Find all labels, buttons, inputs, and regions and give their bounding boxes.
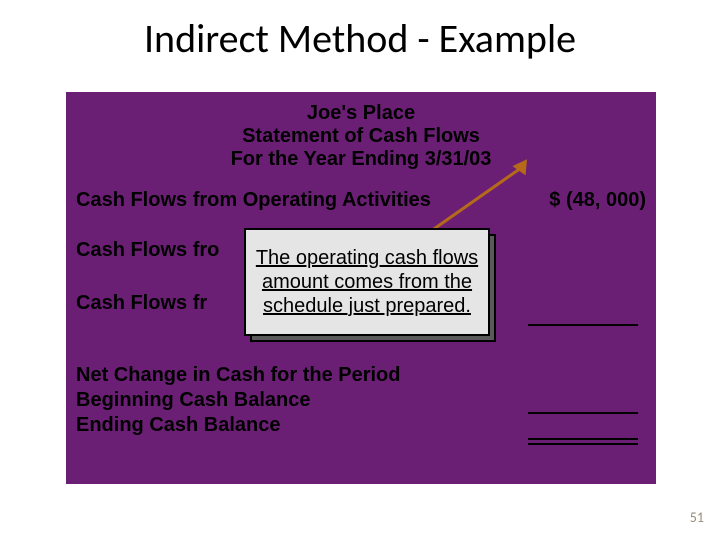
row-net-change: Net Change in Cash for the Period [76,364,400,387]
amount-blank-financing [528,324,638,326]
row-operating-value: $ (48, 000) [549,189,646,212]
amount-blank-ending-double [528,438,638,440]
row-investing-label: Cash Flows fro [76,239,219,262]
row-ending-balance: Ending Cash Balance [76,414,281,437]
statement-header-period: For the Year Ending 3/31/03 [66,148,656,171]
row-operating-label: Cash Flows from Operating Activities [76,189,431,212]
callout-box: The operating cash flows amount comes fr… [244,228,490,336]
row-beginning-balance: Beginning Cash Balance [76,389,311,412]
statement-header-company: Joe's Place [66,102,656,125]
slide-title: Indirect Method - Example [0,14,720,63]
page-number: 51 [690,509,704,526]
callout-text: The operating cash flows amount comes fr… [246,246,488,318]
row-financing-label: Cash Flows fr [76,292,207,315]
statement-header-title: Statement of Cash Flows [66,125,656,148]
slide-container: Indirect Method - Example Joe's Place St… [0,0,720,540]
amount-blank-beginning [528,412,638,414]
